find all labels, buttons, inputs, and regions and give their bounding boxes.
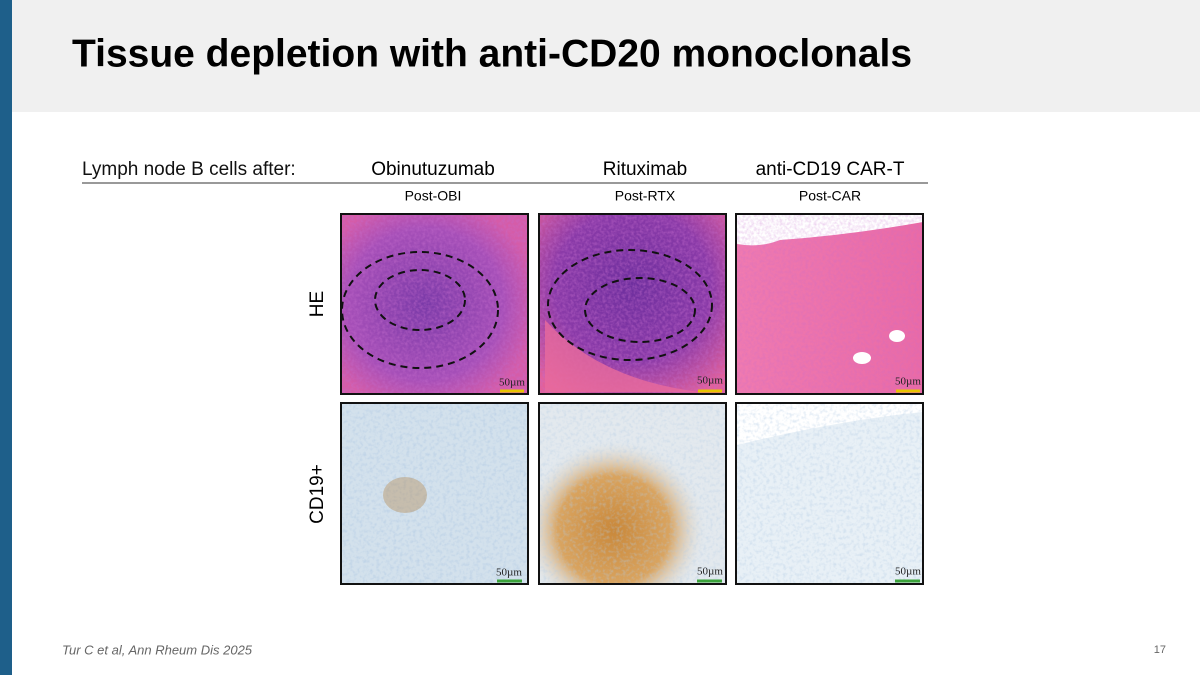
scale-bar-label: 50µm [697,375,723,387]
side-strip [0,0,12,675]
citation: Tur C et al, Ann Rheum Dis 2025 [62,642,253,657]
micrograph: 50µm [735,213,924,395]
column-name: Rituximab [603,159,687,180]
sample-label: Post-CAR [799,188,861,204]
sample-label: Post-RTX [615,188,676,204]
row-label: HE [307,291,328,317]
micrograph: 50µm [340,402,529,585]
column-name: Obinutuzumab [371,159,495,180]
sample-label: Post-OBI [405,188,462,204]
micrograph: 50µm [538,402,727,585]
scale-bar-label: 50µm [895,566,921,578]
micrograph: 50µm [735,402,924,585]
column-name: anti-CD19 CAR-T [756,159,905,180]
micrograph: 50µm [340,213,529,395]
page-number: 17 [1154,644,1166,656]
scale-bar-label: 50µm [499,377,525,389]
slide-title: Tissue depletion with anti-CD20 monoclon… [72,32,912,75]
row-label: CD19+ [307,464,328,524]
scale-bar-label: 50µm [697,566,723,578]
header-band [12,0,1200,112]
scale-bar-label: 50µm [496,567,522,579]
row-header-label: Lymph node B cells after: [82,159,296,180]
micrograph: 50µm [538,213,727,395]
scale-bar-label: 50µm [895,376,921,388]
